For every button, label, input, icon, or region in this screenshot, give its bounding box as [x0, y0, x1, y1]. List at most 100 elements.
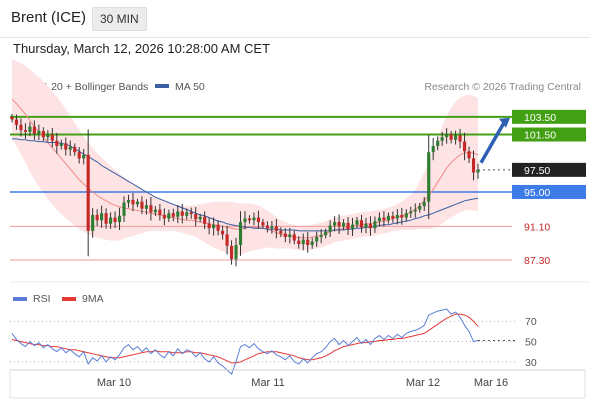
- candle-body: [140, 201, 144, 209]
- candle-body: [50, 134, 54, 141]
- candle-body: [109, 217, 113, 224]
- x-tick-label: Mar 11: [251, 377, 284, 389]
- candle-body: [265, 225, 269, 229]
- candle-body: [252, 217, 256, 221]
- candle-body: [404, 213, 408, 218]
- rsi-legend-swatch: [13, 297, 27, 301]
- candle-body: [113, 217, 117, 223]
- candle-body: [364, 223, 368, 228]
- candle-body: [476, 169, 480, 173]
- candle-body: [176, 211, 180, 217]
- timeframe-button[interactable]: 30 MIN: [92, 7, 147, 31]
- candle-body: [315, 237, 319, 242]
- x-tick-label: Mar 10: [97, 377, 131, 389]
- candle-body: [198, 216, 202, 220]
- candle-body: [279, 230, 283, 234]
- candle-body: [32, 126, 36, 134]
- candle-body: [422, 201, 426, 207]
- candle-body: [225, 234, 229, 246]
- candle-body: [55, 140, 59, 147]
- rsi-ma-legend-swatch: [62, 297, 76, 301]
- candle-body: [382, 217, 386, 221]
- header-bar: Brent (ICE) 30 MIN: [0, 0, 590, 38]
- candle-body: [427, 152, 431, 202]
- resistance-tag: [512, 109, 586, 124]
- target-arrow-head: [499, 117, 510, 128]
- candle-body: [216, 224, 220, 231]
- candle-body: [59, 143, 63, 147]
- candle-body: [14, 119, 19, 125]
- candle-body: [158, 209, 162, 215]
- candle-body: [95, 214, 99, 221]
- ma50-legend-label: MA 50: [175, 81, 205, 93]
- candle-body: [256, 217, 261, 223]
- candle-body: [301, 239, 305, 245]
- rsi-ma-legend-label: 9MA: [82, 293, 104, 305]
- candle-body: [454, 135, 458, 140]
- candle-body: [149, 205, 153, 213]
- rsi-legend-label: RSI: [33, 293, 51, 305]
- candle-body: [203, 216, 207, 224]
- candle-body: [122, 202, 126, 216]
- candle-body: [68, 146, 72, 150]
- candle-body: [171, 213, 175, 217]
- candle-body: [91, 214, 95, 231]
- candle-body: [167, 213, 171, 219]
- rsi-tick-label: 50: [525, 337, 537, 349]
- current-price-tag: [512, 162, 586, 177]
- rsi-ma-line: [11, 313, 479, 364]
- candle-body: [355, 220, 359, 225]
- x-tick-label: Mar 16: [474, 377, 508, 389]
- candle-body: [185, 212, 189, 216]
- rsi-tick-label: 30: [525, 357, 537, 369]
- candle-body: [337, 222, 341, 227]
- candle-body: [104, 213, 108, 224]
- candle-body: [126, 199, 131, 203]
- pivot-label: 95.00: [524, 187, 550, 199]
- candle-body: [64, 143, 68, 150]
- support-label: 91.10: [524, 221, 550, 233]
- candle-body: [221, 230, 225, 235]
- rsi-tick-label: 70: [525, 316, 537, 328]
- pivot-tag: [512, 184, 586, 199]
- candle-body: [342, 222, 346, 227]
- candle-body: [440, 137, 444, 141]
- candle-body: [333, 222, 337, 226]
- candle-body: [359, 220, 364, 228]
- candle-body: [346, 222, 350, 230]
- candle-body: [212, 224, 216, 229]
- candle-body: [153, 209, 157, 213]
- candle-body: [73, 146, 77, 153]
- bollinger-legend-label: MA 20 + Bollinger Bands: [33, 81, 148, 93]
- candle-body: [324, 231, 328, 236]
- candle-body: [283, 233, 287, 238]
- candle-body: [400, 214, 404, 218]
- resistance-label: 101.50: [524, 130, 556, 142]
- current-price-label: 97.50: [524, 165, 550, 177]
- candle-body: [100, 213, 104, 221]
- candle-body: [144, 205, 148, 209]
- candle-body: [297, 240, 301, 245]
- instrument-title: Brent (ICE): [11, 9, 87, 26]
- candle-body: [288, 234, 292, 238]
- candle-body: [37, 130, 41, 134]
- candle-body: [41, 130, 45, 138]
- candle-body: [19, 124, 23, 131]
- candle-body: [86, 154, 90, 231]
- ma50-legend-swatch: [155, 84, 169, 88]
- target-arrow-shaft: [479, 121, 506, 164]
- candle-body: [46, 134, 50, 138]
- candle-body: [413, 209, 417, 212]
- candle-body: [189, 212, 193, 215]
- candle-body: [418, 206, 422, 210]
- candle-body: [23, 130, 28, 132]
- candle-body: [471, 158, 476, 173]
- candle-body: [82, 154, 86, 159]
- candle-body: [247, 218, 252, 221]
- candle-body: [77, 152, 81, 159]
- candle-body: [28, 126, 32, 132]
- candle-body: [377, 217, 381, 222]
- candle-body: [409, 211, 413, 214]
